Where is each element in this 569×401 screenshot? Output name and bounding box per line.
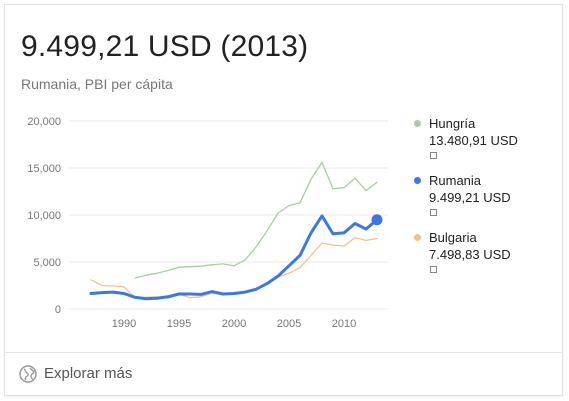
legend-dot — [414, 234, 421, 241]
x-tick-label: 1990 — [112, 318, 136, 330]
knowledge-card — [4, 4, 563, 396]
x-tick-label: 2005 — [277, 318, 301, 330]
legend-checkbox[interactable] — [430, 209, 437, 216]
legend-checkbox[interactable] — [430, 152, 437, 159]
legend-checkbox[interactable] — [430, 266, 437, 273]
y-tick-label: 0 — [55, 304, 61, 316]
headline-value: 9.499,21 USD (2013) — [21, 30, 309, 63]
series-line-hungría[interactable] — [134, 161, 378, 279]
y-tick-label: 10,000 — [27, 210, 61, 222]
legend-series-value: 7.498,83 USD — [429, 247, 511, 262]
legend-dot — [414, 177, 421, 184]
explore-more-label: Explorar más — [44, 365, 133, 382]
grid-lines — [69, 120, 388, 310]
y-tick-label: 5,000 — [33, 257, 61, 269]
legend-series-value: 13.480,91 USD — [429, 133, 518, 148]
axis-labels: 0 5,000 10,000 15,000 20,000 1990 1995 2000 2005… — [27, 116, 356, 330]
legend-series-value: 9.499,21 USD — [429, 190, 511, 205]
legend-series-name: Hungría — [429, 116, 476, 131]
legend-dot — [414, 120, 421, 127]
latest-value-point[interactable] — [371, 214, 383, 226]
y-tick-label: 20,000 — [27, 116, 61, 128]
legend-series-name: Bulgaria — [429, 230, 477, 245]
x-tick-label: 2010 — [332, 318, 356, 330]
series-line-bulgaria[interactable] — [90, 236, 378, 299]
explore-more-link[interactable]: Explorar más — [19, 361, 159, 387]
globe-icon — [19, 365, 37, 388]
x-tick-label: 1995 — [167, 318, 191, 330]
y-tick-label: 15,000 — [27, 163, 61, 175]
chart-subtitle: Rumania, PBI per cápita — [21, 76, 173, 92]
series-line-rumania[interactable] — [89, 214, 379, 301]
footer-divider — [4, 352, 563, 353]
x-tick-label: 2000 — [222, 318, 246, 330]
legend-series-name: Rumania — [429, 173, 482, 188]
series-lines — [89, 161, 383, 301]
